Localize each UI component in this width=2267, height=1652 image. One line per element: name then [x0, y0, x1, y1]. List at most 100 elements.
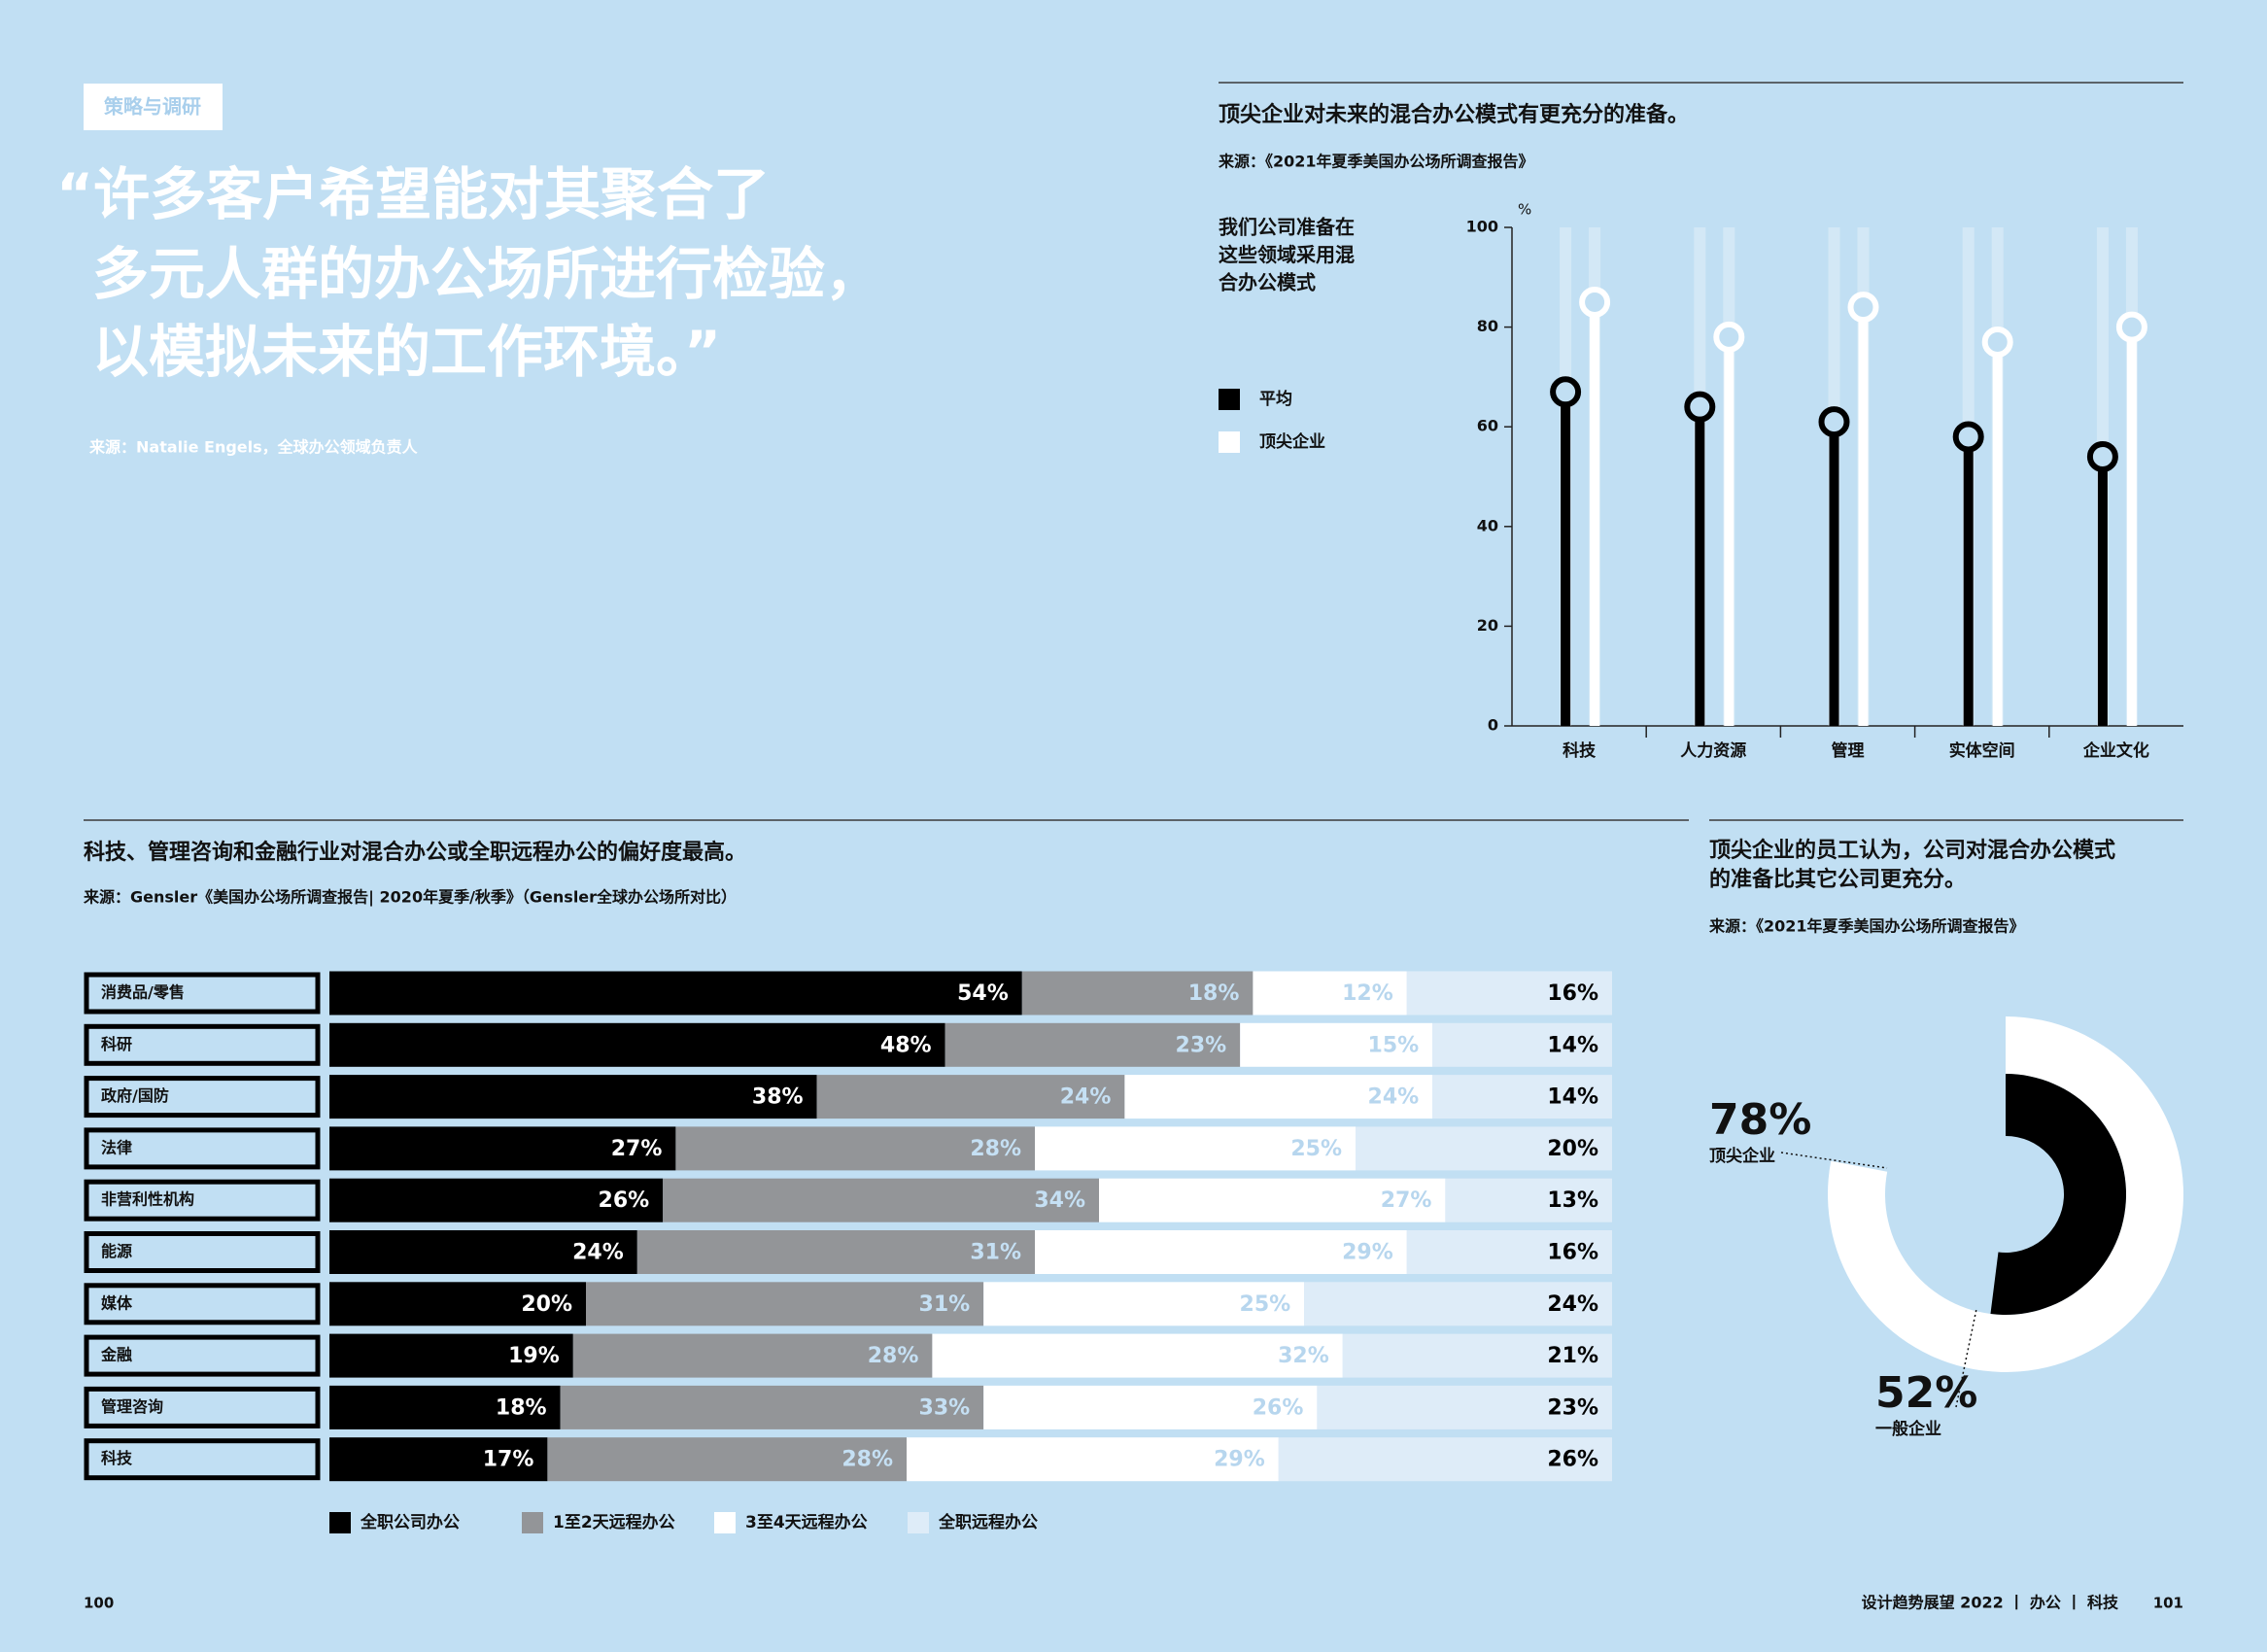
lollipop	[1952, 421, 1984, 726]
bar-segment	[932, 1333, 1343, 1378]
bar-segment	[329, 1437, 548, 1482]
chart-title: 顶尖企业的员工认为，公司对混合办公模式	[1709, 838, 2115, 863]
page-number: 101	[2153, 1595, 2183, 1612]
marker	[1713, 321, 1745, 353]
chart-source: 来源：Gensler《美国办公场所调查报告| 2020年夏季/秋季》（Gensl…	[83, 888, 737, 908]
marker	[2086, 440, 2118, 472]
bar-segment	[329, 1178, 664, 1222]
legend-label: 1至2天远程办公	[553, 1512, 675, 1532]
lollipop	[1713, 321, 1745, 726]
chart-subtitle: 我们公司准备在	[1219, 216, 1355, 239]
legend-swatch	[714, 1512, 736, 1533]
value-label: 32%	[1278, 1344, 1329, 1368]
bar-segment	[329, 971, 1022, 1015]
category-label: 科技	[101, 1449, 133, 1467]
value-label: 15%	[1368, 1033, 1420, 1057]
value-label: 29%	[1342, 1241, 1393, 1265]
bar-segment	[586, 1282, 984, 1326]
legend-swatch	[1219, 389, 1240, 410]
bar-segment	[1035, 1230, 1407, 1274]
category-label: 法律	[101, 1138, 132, 1156]
quote-line: “许多客户希望能对其聚合了	[56, 161, 770, 227]
value-label: 25%	[1240, 1292, 1291, 1317]
x-tick-label: 人力资源	[1680, 740, 1746, 761]
bar-segment	[663, 1178, 1099, 1222]
bar-segment	[1406, 1230, 1612, 1274]
page-number: 100	[84, 1595, 114, 1612]
donut-arc	[1990, 1074, 2127, 1315]
bar-segment	[560, 1385, 984, 1429]
category-label: 金融	[100, 1346, 132, 1364]
bar-segment	[1099, 1178, 1446, 1222]
category-box	[84, 972, 321, 1015]
category-label: 管理咨询	[101, 1397, 163, 1416]
lollipop	[2086, 440, 2118, 726]
value-label: 26%	[1253, 1395, 1304, 1420]
bar-segment	[1432, 1022, 1612, 1067]
category-box	[84, 1076, 321, 1119]
bar-segment	[1304, 1282, 1612, 1326]
value-label: 14%	[1547, 1033, 1598, 1057]
value-label: 23%	[1547, 1395, 1598, 1420]
value-label: 29%	[1214, 1448, 1265, 1472]
bar-segment	[1035, 1126, 1356, 1171]
bar-segment	[547, 1437, 907, 1482]
bar-segment	[983, 1385, 1318, 1429]
lollipop	[1550, 376, 1582, 726]
category-box	[84, 1127, 321, 1170]
value-label: 19%	[508, 1344, 560, 1368]
chart-title: 的准备比其它公司更充分。	[1709, 867, 1966, 892]
category-label: 消费品/零售	[101, 983, 185, 1002]
tag-box	[84, 84, 223, 130]
y-tick-label: 40	[1477, 516, 1498, 534]
legend-label: 平均	[1259, 389, 1292, 409]
marker	[1550, 376, 1582, 408]
marker	[1847, 292, 1879, 324]
bar-segment	[636, 1230, 1035, 1274]
bar-segment	[1253, 971, 1407, 1015]
bar-segment	[945, 1022, 1241, 1067]
donut-category-label: 顶尖企业	[1709, 1146, 1775, 1166]
category-box	[84, 1438, 321, 1481]
lollipop	[1847, 292, 1879, 726]
chart-source: 来源：《2021年夏季美国办公场所调查报告》	[1708, 917, 2025, 936]
bar-segment	[816, 1075, 1125, 1119]
value-label: 14%	[1547, 1085, 1598, 1110]
value-label: 31%	[970, 1241, 1021, 1265]
category-label: 政府/国防	[101, 1086, 169, 1105]
section-tag: 策略与调研	[104, 95, 201, 119]
value-label: 54%	[957, 981, 1009, 1006]
marker	[2115, 311, 2147, 343]
legend-label: 3至4天远程办公	[745, 1512, 868, 1532]
value-label: 13%	[1547, 1188, 1598, 1213]
value-label: 16%	[1547, 1241, 1598, 1265]
quote-line: 以模拟未来的工作环境。”	[92, 319, 721, 385]
value-label: 25%	[1290, 1137, 1342, 1161]
chart-title: 科技、管理咨询和金融行业对混合办公或全职远程办公的偏好度最高。	[84, 840, 746, 865]
bar-segment	[1124, 1075, 1433, 1119]
category-label: 能源	[101, 1242, 132, 1260]
leader-line	[1780, 1152, 1888, 1169]
value-label: 27%	[611, 1137, 663, 1161]
bar-segment	[1021, 971, 1254, 1015]
bar-segment	[1278, 1437, 1612, 1482]
marker	[1818, 406, 1850, 438]
donut-value-label: 78%	[1709, 1095, 1811, 1145]
lollipop	[1818, 406, 1850, 726]
chart-subtitle: 这些领域采用混	[1219, 243, 1355, 266]
value-label: 23%	[1176, 1033, 1227, 1057]
value-label: 28%	[970, 1137, 1021, 1161]
legend-label: 全职远程办公	[938, 1512, 1038, 1532]
y-tick-label: 80	[1477, 317, 1498, 335]
bar-segment	[572, 1333, 933, 1378]
donut-category-label: 一般企业	[1875, 1419, 1941, 1439]
x-tick-label: 科技	[1563, 740, 1597, 761]
value-label: 24%	[1368, 1085, 1420, 1110]
category-box	[84, 1334, 321, 1377]
quote-source: 来源：Natalie Engels，全球办公领域负责人	[88, 438, 419, 457]
donut-arc	[1827, 1016, 2183, 1372]
chart-source: 来源：《2021年夏季美国办公场所调查报告》	[1218, 153, 1534, 171]
y-tick-label: 60	[1477, 417, 1498, 435]
value-label: 18%	[496, 1395, 547, 1420]
